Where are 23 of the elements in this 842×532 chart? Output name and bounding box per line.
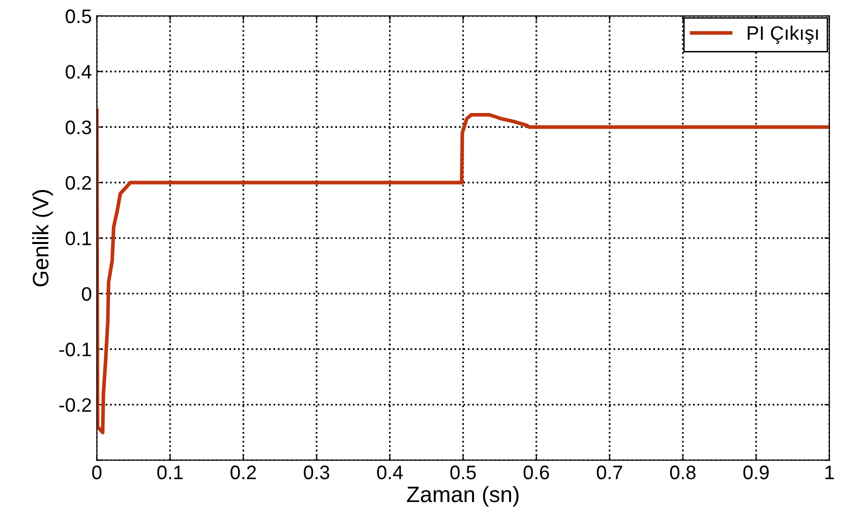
y-tick-label: 0.3 — [66, 120, 92, 134]
y-tick-label: 0.5 — [66, 9, 92, 24]
y-tick-label: -0.2 — [59, 398, 91, 412]
x-tick-label: 0.2 — [230, 466, 256, 480]
x-tick-label: 0.3 — [304, 466, 330, 480]
x-tick-label: 0.4 — [377, 466, 403, 480]
y-tick-label: -0.1 — [59, 342, 92, 356]
y-axis-title: Genlik (V) — [32, 190, 53, 286]
x-axis-title: Zaman (sn) — [407, 486, 519, 507]
y-tick-label: 0.4 — [66, 64, 92, 79]
line-series — [96, 108, 830, 434]
x-tick-label: 0.7 — [596, 466, 622, 480]
y-tick-label: 0 — [82, 287, 92, 301]
legend-label: PI Çıkışı — [748, 26, 818, 44]
x-tick-label: 0.9 — [743, 466, 769, 480]
x-tick-label: 0.8 — [670, 466, 696, 480]
y-tick-label: 0.2 — [66, 176, 91, 190]
x-tick-label: 1 — [825, 466, 834, 480]
y-tick-label: 0.1 — [66, 232, 92, 246]
x-tick-label: 0.5 — [450, 466, 476, 480]
x-tick-label: 0 — [92, 466, 102, 480]
x-tick-label: 0.1 — [157, 466, 183, 480]
x-tick-label: 0.6 — [524, 466, 550, 480]
